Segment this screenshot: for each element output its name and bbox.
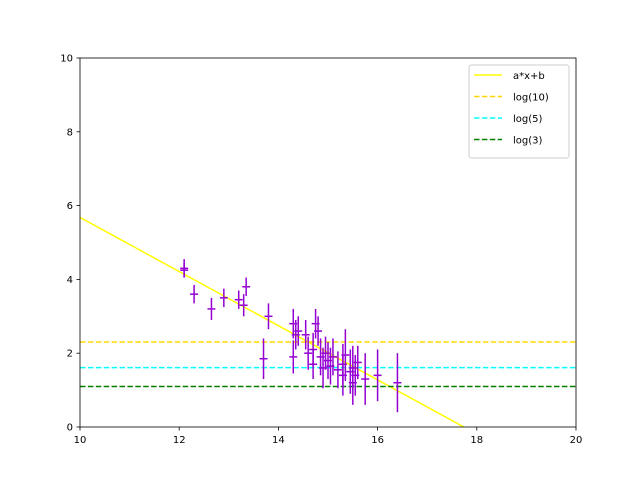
errorbar-point — [242, 277, 251, 297]
errorbar-point — [361, 353, 370, 405]
x-axis: 10 12 14 16 18 20 — [74, 427, 583, 446]
errorbar-point — [234, 290, 243, 309]
legend: a*x+b log(10) log(5) log(3) — [468, 64, 570, 159]
legend-label: log(3) — [513, 136, 543, 147]
y-tick-label: 4 — [67, 275, 73, 286]
plot-frame — [79, 57, 577, 428]
x-tick-label: 12 — [173, 435, 186, 446]
data-layer — [80, 216, 576, 427]
x-tick-label: 10 — [74, 435, 87, 446]
errorbar-point — [301, 319, 310, 350]
errorbar-point — [353, 345, 362, 380]
errorbar-point — [289, 340, 298, 374]
x-tick-label: 14 — [272, 435, 285, 446]
y-axis: 0 2 4 6 8 10 — [60, 54, 80, 434]
y-tick-label: 2 — [67, 349, 73, 360]
y-tick-label: 0 — [67, 423, 73, 434]
errorbar-point — [304, 336, 313, 370]
x-tick-label: 20 — [570, 435, 583, 446]
legend-label: a*x+b — [513, 71, 545, 82]
series-line-0 — [80, 216, 465, 427]
y-tick-label: 10 — [60, 54, 73, 65]
errorbar-point — [341, 329, 350, 381]
errorbar-point — [259, 338, 268, 380]
errorbar-point — [393, 353, 402, 413]
y-tick-label: 8 — [67, 127, 73, 138]
errorbar-point — [207, 297, 216, 320]
legend-frame — [468, 64, 570, 159]
errorbar-point — [294, 316, 303, 346]
errorbar-point — [333, 351, 342, 389]
errorbar-point — [309, 349, 318, 380]
errorbar-point — [190, 284, 199, 304]
x-tick-label: 18 — [470, 435, 483, 446]
legend-label: log(5) — [513, 114, 543, 125]
legend-label: log(10) — [513, 93, 549, 104]
errorbar-point — [219, 288, 228, 308]
errorbar-point — [373, 349, 382, 402]
errorbar-point — [180, 262, 189, 278]
errorbar-point — [239, 294, 248, 317]
errorbar-point — [314, 316, 323, 346]
y-tick-label: 6 — [67, 201, 73, 212]
errorbar-point — [264, 303, 273, 330]
errorbar-point — [328, 338, 337, 376]
x-tick-label: 16 — [371, 435, 384, 446]
